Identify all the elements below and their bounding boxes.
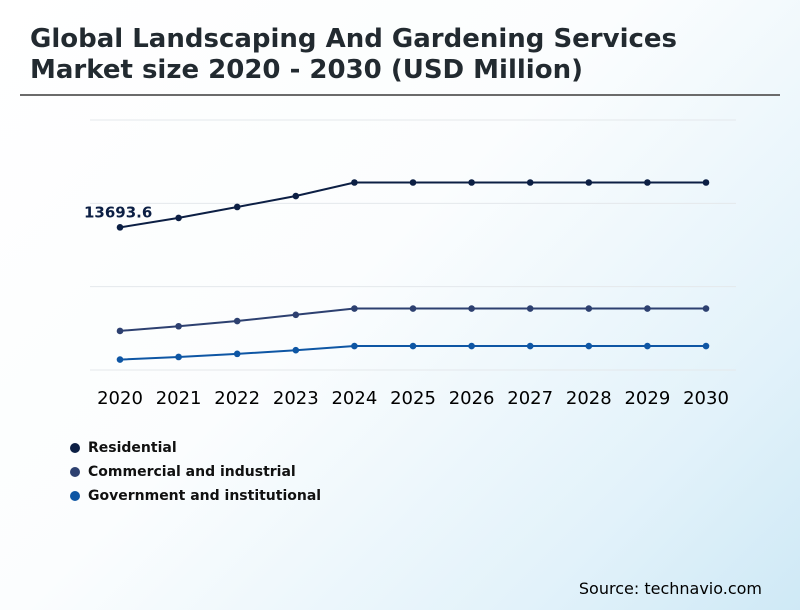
- data-point: [116, 224, 124, 231]
- data-point: [116, 327, 124, 335]
- data-point: [351, 342, 358, 350]
- data-point: [468, 179, 475, 186]
- x-tick-label: 2024: [331, 388, 377, 409]
- data-point: [585, 179, 593, 186]
- data-point: [409, 305, 417, 312]
- data-point: [351, 305, 358, 312]
- data-point: [233, 203, 241, 211]
- source-note: Source: technavio.com: [578, 579, 762, 598]
- data-point: [292, 311, 300, 319]
- legend-label: Government and institutional: [88, 488, 322, 504]
- legend: Residential Commercial and industrial Gove…: [70, 436, 321, 508]
- series-lines: [119, 181, 706, 361]
- legend-marker: [70, 467, 80, 477]
- data-point: [351, 179, 358, 186]
- x-axis-ticks: 2020 2021 2022 2023 2024 2025 2026 2027 2028 2029…: [97, 388, 729, 409]
- data-point: [468, 342, 475, 350]
- data-labels: 13693.6: [84, 203, 152, 221]
- data-point: [644, 179, 651, 186]
- data-point: [233, 317, 241, 325]
- x-tick-label: 2025: [390, 388, 436, 409]
- data-point: [526, 179, 534, 186]
- data-point: [292, 346, 300, 354]
- data-label: 13693.6: [84, 203, 152, 221]
- x-tick-label: 2026: [449, 388, 495, 409]
- chart-title: Global Landscaping And Gardening Service…: [30, 24, 678, 85]
- data-point: [702, 305, 710, 312]
- series-line-1: [119, 307, 706, 332]
- data-point: [409, 179, 417, 186]
- data-point: [644, 342, 651, 350]
- legend-item: Commercial and industrial: [70, 460, 321, 484]
- data-point: [409, 342, 417, 350]
- data-points: [116, 179, 710, 363]
- data-point: [175, 353, 182, 361]
- x-tick-label: 2022: [214, 388, 260, 409]
- data-point: [702, 342, 710, 350]
- legend-item: Government and institutional: [70, 484, 321, 508]
- x-tick-label: 2027: [507, 388, 553, 409]
- data-point: [585, 305, 593, 312]
- data-point: [585, 342, 593, 350]
- x-tick-label: 2029: [624, 388, 670, 409]
- title-divider: [20, 94, 780, 96]
- series-line-0: [119, 181, 706, 229]
- x-tick-label: 2030: [683, 388, 729, 409]
- data-point: [702, 179, 710, 186]
- legend-item: Residential: [70, 436, 321, 460]
- legend-marker: [70, 491, 80, 501]
- data-point: [175, 214, 182, 222]
- data-point: [526, 342, 534, 350]
- legend-label: Commercial and industrial: [88, 464, 296, 480]
- legend-label: Residential: [88, 440, 177, 456]
- data-point: [116, 356, 124, 363]
- gridlines: [90, 119, 736, 371]
- data-point: [526, 305, 534, 312]
- data-point: [233, 350, 241, 358]
- legend-marker: [70, 443, 80, 453]
- data-point: [468, 305, 475, 312]
- x-tick-label: 2028: [566, 388, 612, 409]
- x-tick-label: 2023: [273, 388, 319, 409]
- data-point: [644, 305, 651, 312]
- x-tick-label: 2021: [156, 388, 202, 409]
- data-point: [175, 322, 182, 330]
- x-tick-label: 2020: [97, 388, 143, 409]
- data-point: [292, 192, 300, 200]
